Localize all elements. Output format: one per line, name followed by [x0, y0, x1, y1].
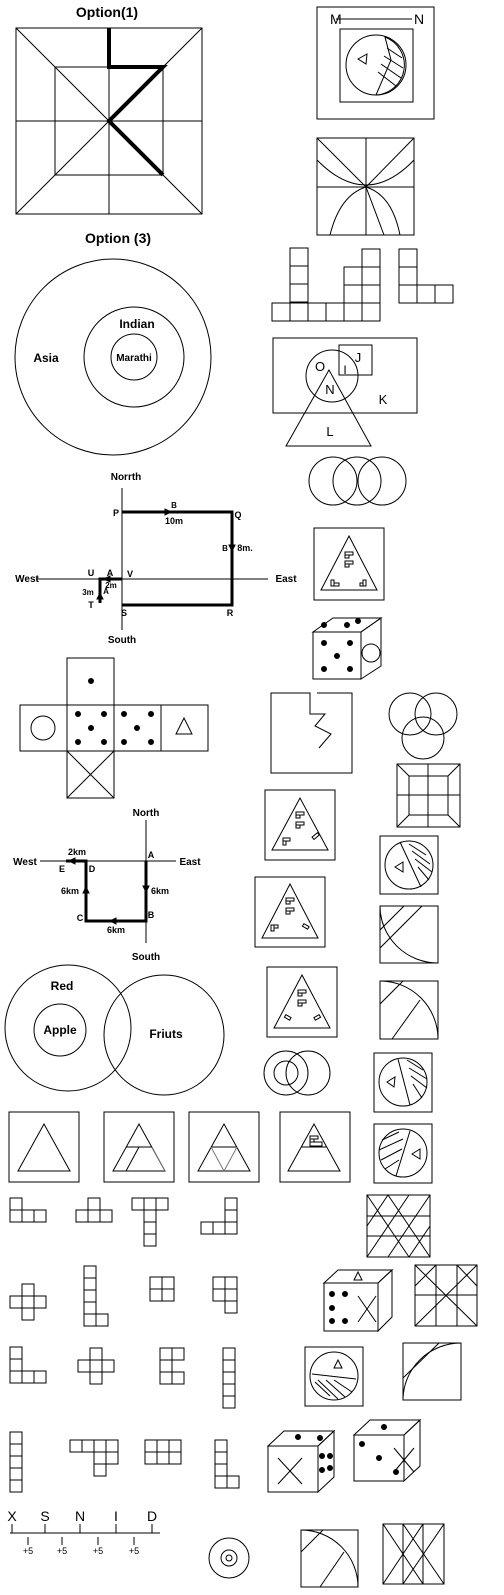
series-step-3: +5 — [93, 1546, 103, 1556]
dir1-a-top: A — [107, 568, 114, 578]
dir1-a-side: A — [103, 587, 109, 596]
venn-label-k: K — [379, 392, 388, 407]
dir2-6km-left: 6km — [61, 886, 79, 896]
dice-figure-3 — [266, 1429, 336, 1494]
dir1-u: U — [88, 568, 95, 578]
small-venn-figure — [263, 1050, 331, 1096]
venn-label-apple: Apple — [43, 1023, 77, 1037]
arc-square-figure-3 — [402, 1342, 462, 1401]
series-letter-3: N — [75, 1508, 85, 1524]
venn-label-i: I — [343, 363, 346, 377]
curved-square-figure — [316, 137, 415, 236]
venn-label-o: O — [315, 359, 325, 374]
dir1-p: P — [113, 508, 119, 518]
lattice-grid-figure-1 — [366, 1194, 431, 1258]
dir2-a: A — [148, 850, 155, 860]
dir1-v: V — [127, 569, 133, 579]
dir1-t: T — [88, 600, 94, 610]
staircase-grid-figure — [271, 247, 454, 322]
dir1-2m: 2m — [105, 581, 117, 590]
dice-figure-2 — [322, 1268, 394, 1333]
hatched-circle-box-1 — [379, 835, 439, 895]
hatched-circle-box-4 — [304, 1346, 364, 1407]
mn-label-n: N — [414, 11, 424, 27]
series-letter-2: S — [40, 1508, 49, 1524]
series-step-1: +5 — [23, 1546, 33, 1556]
dice-figure-4 — [352, 1418, 422, 1483]
venn-label-marathi: Marathi — [116, 353, 152, 364]
dir1-b-top: B — [171, 501, 177, 510]
direction-diagram-1 — [36, 488, 268, 630]
three-circles-figure — [308, 456, 407, 506]
series-letter-1: X — [7, 1508, 17, 1524]
dir2-2km: 2km — [68, 847, 86, 857]
series-letter-5: D — [147, 1508, 157, 1524]
dir1-s: S — [121, 608, 127, 618]
dir1-r: R — [227, 608, 234, 618]
mn-box-figure — [316, 6, 435, 120]
option1-title: Option(1) — [76, 4, 138, 20]
dir2-north: North — [133, 808, 160, 819]
venn-label-indian: Indian — [119, 317, 154, 331]
venn-label-l: L — [326, 424, 333, 439]
net-shapes-row-4 — [9, 1431, 240, 1493]
dice-figure-1 — [311, 617, 383, 680]
fruits-venn-figure — [4, 964, 225, 1096]
dir1-east: East — [275, 574, 297, 585]
flag-triangle-box-4 — [266, 966, 338, 1038]
venn-label-asia: Asia — [33, 351, 59, 365]
dir2-c: C — [77, 913, 84, 923]
dir2-east: East — [179, 857, 201, 868]
venn-label-n: N — [325, 382, 334, 397]
dir1-west: West — [15, 574, 39, 585]
dir2-6km-bottom: 6km — [107, 925, 125, 935]
dir2-6km-right: 6km — [151, 886, 169, 896]
arc-square-figure-2 — [379, 980, 439, 1040]
concentric-circles-figure — [208, 1537, 250, 1579]
mn-label-m: M — [330, 11, 342, 27]
dir2-e: E — [59, 864, 65, 874]
letter-series-figure — [10, 1524, 160, 1545]
dir2-south: South — [132, 952, 160, 963]
dir1-10m: 10m — [165, 516, 183, 526]
x-grid-figure-2 — [382, 1523, 445, 1585]
triangle-row-figure — [8, 1111, 351, 1183]
arc-square-figure-1 — [379, 905, 439, 964]
option3-title: Option (3) — [85, 230, 151, 246]
venn-label-red: Red — [51, 979, 74, 993]
flag-triangle-box-2 — [264, 789, 336, 861]
venn-three-circle-figure — [388, 692, 458, 760]
option1-figure — [15, 27, 203, 215]
dir1-3m: 3m — [82, 588, 94, 597]
flag-triangle-box-1 — [313, 527, 385, 601]
hatched-circle-box-3 — [373, 1123, 433, 1184]
series-step-4: +5 — [129, 1546, 139, 1556]
arc-square-figure-4 — [300, 1529, 359, 1588]
dir2-b: B — [148, 910, 155, 920]
flag-triangle-box-3 — [254, 876, 326, 948]
series-step-2: +5 — [57, 1546, 67, 1556]
x-grid-figure-1 — [414, 1264, 478, 1327]
dir2-west: West — [13, 857, 37, 868]
notched-square-figure — [270, 692, 353, 774]
net-shapes-row-3 — [9, 1346, 236, 1409]
dir1-8m: 8m. — [237, 543, 253, 553]
dir1-b-side: B — [222, 544, 228, 553]
frame-grid-figure — [396, 763, 461, 828]
jkln-venn-figure — [272, 337, 418, 447]
net-shapes-row-1 — [9, 1197, 238, 1247]
venn-label-fruits: Friuts — [149, 1027, 183, 1041]
dir2-d: D — [89, 864, 96, 874]
series-letter-4: I — [114, 1508, 118, 1524]
venn-label-j: J — [355, 350, 362, 365]
dir1-q: Q — [234, 510, 241, 520]
asia-venn-figure — [14, 258, 212, 456]
dir1-south: South — [108, 635, 136, 646]
hatched-circle-box-2 — [373, 1052, 433, 1113]
cube-net-figure — [19, 657, 209, 799]
net-shapes-row-2 — [9, 1265, 238, 1327]
direction-diagram-2 — [40, 820, 176, 943]
dir1-north: Norrth — [111, 472, 142, 483]
